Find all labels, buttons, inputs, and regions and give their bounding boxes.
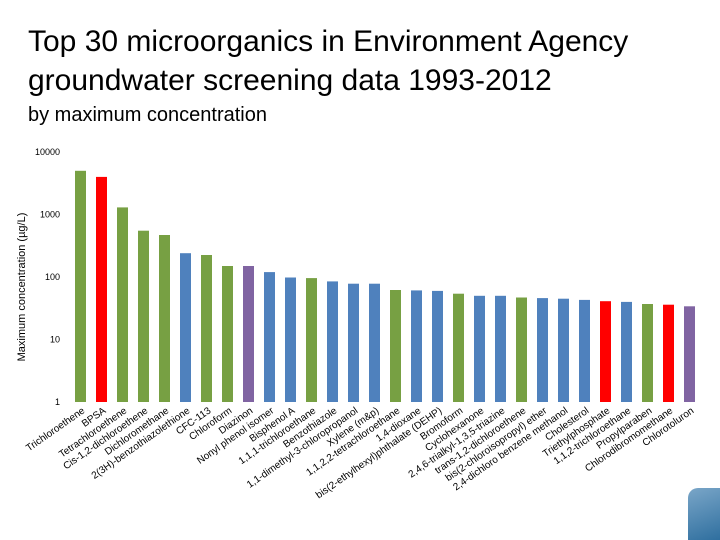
bar [138, 230, 149, 402]
bar [243, 266, 254, 402]
bar [75, 170, 86, 402]
y-tick-label: 1 [55, 397, 60, 407]
bar [537, 298, 548, 402]
logo-icon [688, 488, 720, 540]
slide-subtitle: by maximum concentration [28, 104, 267, 126]
slide-title: Top 30 microorganics in Environment Agen… [28, 25, 629, 97]
y-tick-label: 1000 [40, 210, 60, 220]
y-tick-label: 100 [45, 272, 60, 282]
bar [117, 207, 128, 402]
bar [390, 290, 401, 402]
y-tick-label: 10000 [35, 147, 60, 157]
bar [642, 304, 653, 402]
bar [453, 293, 464, 402]
bar [264, 272, 275, 402]
bar [579, 299, 590, 402]
bar [306, 278, 317, 402]
bar [600, 301, 611, 402]
bar [411, 290, 422, 402]
bar [432, 290, 443, 402]
bar [495, 295, 506, 402]
bar [369, 283, 380, 402]
bar [285, 277, 296, 402]
bar [348, 283, 359, 402]
bar [201, 255, 212, 402]
bar [516, 297, 527, 402]
bar [684, 306, 695, 402]
bar [159, 235, 170, 402]
bar [180, 253, 191, 402]
bar [96, 176, 107, 402]
y-tick-label: 10 [50, 335, 60, 345]
bar [558, 298, 569, 402]
bar [222, 266, 233, 402]
bar [621, 301, 632, 402]
y-axis-title: Maximum concentration (µg/L) [16, 213, 28, 362]
bar [327, 281, 338, 402]
bar [663, 304, 674, 402]
bar [474, 295, 485, 402]
